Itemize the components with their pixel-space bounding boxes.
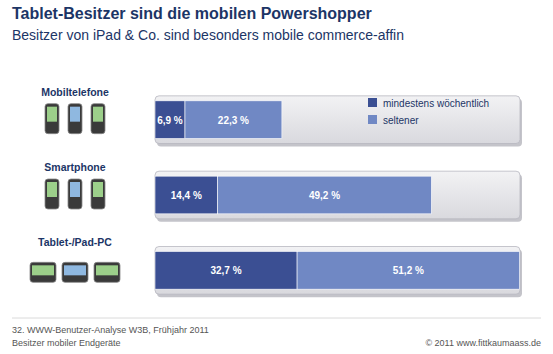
source-note: Besitzer mobiler Endgeräte bbox=[12, 338, 121, 348]
chart-container: Tablet-Besitzer sind die mobilen Powersh… bbox=[0, 0, 553, 354]
data-label: 22,3 % bbox=[218, 115, 249, 126]
bar bbox=[185, 101, 282, 139]
data-label: 6,9 % bbox=[157, 115, 183, 126]
device-screen bbox=[32, 265, 54, 275]
footer-rule bbox=[12, 318, 541, 319]
plot-frame bbox=[155, 171, 520, 219]
icons bbox=[30, 104, 120, 283]
device-icon bbox=[91, 104, 105, 134]
device-icon bbox=[45, 104, 59, 134]
device-icon bbox=[62, 262, 88, 282]
device-screen bbox=[93, 107, 103, 122]
device-screen bbox=[96, 265, 118, 275]
legend-label: seltener bbox=[383, 115, 419, 126]
data-labels: 6,9 % 22,3 % 14,4 % 49,2 % 32,7 % 51,2 % bbox=[157, 115, 424, 277]
bars bbox=[155, 101, 520, 289]
legend-label: mindestens wöchentlich bbox=[383, 98, 489, 109]
bar bbox=[297, 252, 519, 290]
data-label: 49,2 % bbox=[309, 190, 340, 201]
legend: mindestens wöchentlich seltener bbox=[368, 98, 489, 126]
plot-frame bbox=[155, 247, 520, 295]
device-icon bbox=[45, 179, 59, 209]
data-label: 32,7 % bbox=[210, 265, 241, 276]
legend-swatch bbox=[368, 98, 377, 107]
bar bbox=[155, 252, 297, 290]
device-screen bbox=[70, 107, 80, 122]
data-label: 51,2 % bbox=[393, 265, 424, 276]
device-screen bbox=[64, 265, 86, 275]
source-note: 32. WWW-Benutzer-Analyse W3B, Frühjahr 2… bbox=[12, 325, 209, 335]
chart: Tablet-Besitzer sind die mobilen Powersh… bbox=[0, 0, 553, 354]
device-icon bbox=[68, 179, 82, 209]
device-icon bbox=[94, 262, 120, 282]
bar bbox=[155, 176, 218, 214]
legend-swatch bbox=[368, 115, 377, 124]
device-screen bbox=[70, 182, 80, 197]
category-label: Smartphone bbox=[44, 161, 105, 173]
subtitle: Besitzer von iPad & Co. sind besonders m… bbox=[12, 27, 404, 43]
device-icon bbox=[91, 179, 105, 209]
plot-frames bbox=[155, 96, 522, 297]
device-icon bbox=[68, 104, 82, 134]
bar bbox=[218, 176, 432, 214]
category-labels: Mobiltelefone Smartphone Tablet-/Pad-PC bbox=[38, 86, 112, 249]
device-icon bbox=[30, 262, 56, 282]
device-screen bbox=[93, 182, 103, 197]
device-screen bbox=[47, 107, 57, 122]
bar bbox=[155, 101, 185, 139]
device-screen bbox=[47, 182, 57, 197]
category-label: Mobiltelefone bbox=[41, 86, 109, 98]
plot-frame bbox=[155, 96, 520, 144]
category-label: Tablet-/Pad-PC bbox=[38, 236, 112, 248]
data-label: 14,4 % bbox=[171, 190, 202, 201]
copyright: © 2011 www.fittkaumaass.de bbox=[425, 338, 541, 348]
title: Tablet-Besitzer sind die mobilen Powersh… bbox=[12, 5, 372, 22]
